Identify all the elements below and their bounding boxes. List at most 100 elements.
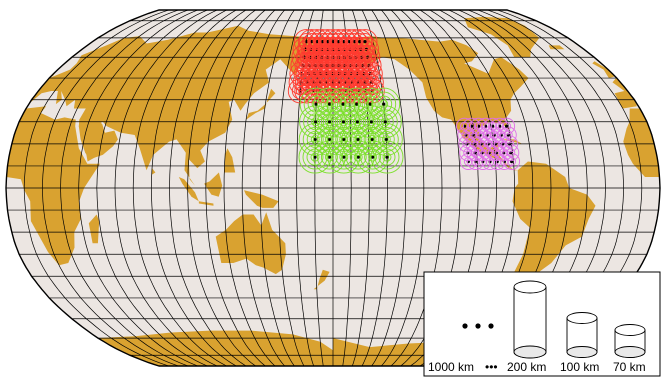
marker-dot (327, 155, 331, 159)
marker-dot (342, 137, 346, 141)
marker-dot (355, 102, 359, 106)
marker-dot (352, 40, 356, 44)
marker-ring (360, 37, 370, 47)
marker-dot (342, 155, 346, 159)
marker-dot (505, 124, 509, 128)
marker-ring (351, 33, 369, 51)
marker-ring (356, 140, 390, 174)
marker-dot (369, 120, 373, 124)
marker-ring (341, 140, 375, 174)
marker-ring (313, 87, 347, 121)
marker-dot (358, 40, 362, 44)
japan-land (246, 88, 276, 120)
legend-label-1000km: 1000 km (428, 360, 474, 374)
marker-ring (379, 99, 389, 109)
madagascar-land (88, 214, 100, 244)
borneo-land (204, 172, 223, 197)
marker-ring (331, 144, 357, 170)
marker-dot (326, 40, 330, 44)
marker-ring (325, 117, 334, 127)
legend-label-200km: 200 km (507, 360, 546, 374)
marker-ring (310, 152, 320, 162)
marker-ring (360, 77, 370, 87)
marker-ring (320, 148, 338, 166)
map-outline (5, 9, 661, 367)
marker-dot (368, 102, 372, 106)
marker-ring (371, 91, 397, 117)
marker-ring (377, 130, 395, 148)
marker-ring (506, 148, 516, 158)
marker-ring (312, 122, 346, 156)
marker-ring (310, 134, 320, 144)
marker-cluster-1 (287, 29, 385, 104)
marker-ring (296, 77, 306, 87)
marker-ring (335, 148, 353, 166)
marker-dot (341, 102, 345, 106)
marker-ring (302, 144, 328, 170)
legend-dots-1000km (462, 323, 494, 329)
marker-dot (315, 40, 319, 44)
graticule (6, 10, 660, 366)
marker-ring (324, 134, 334, 144)
marker-ring (505, 139, 515, 149)
legend-cylinder-70km (614, 324, 646, 358)
marker-ring (368, 152, 378, 162)
marker-ring (499, 126, 517, 144)
marker-ring (367, 86, 377, 96)
marker-ring (367, 87, 401, 121)
legend-cylinder-200km (513, 280, 547, 359)
marker-ring (302, 126, 328, 152)
marker-dot (355, 120, 359, 124)
philippines-land (224, 148, 236, 173)
marker-ring (312, 140, 346, 174)
marker-clusters (287, 29, 521, 174)
marker-ring (378, 148, 396, 166)
marker-ring (326, 87, 360, 121)
marker-dot (314, 102, 318, 106)
sri-lanka-land (151, 168, 156, 175)
marker-ring (502, 121, 512, 131)
marker-dot (342, 40, 346, 44)
marker-ring (369, 122, 403, 156)
marker-dot (370, 137, 374, 141)
marker-dot (320, 40, 324, 44)
marker-ring (349, 148, 367, 166)
marker-ring (339, 152, 349, 162)
marker-ring (367, 134, 377, 144)
legend-label-70km: 70 km (613, 360, 646, 374)
marker-dot (336, 40, 340, 44)
legend-dots-separator: ••• (485, 360, 498, 374)
iceland-land (48, 45, 69, 50)
arabia-land (78, 119, 118, 160)
marker-ring (352, 29, 378, 55)
marker-dot (363, 40, 367, 44)
marker-cluster-2 (298, 87, 404, 174)
marker-ring (364, 148, 382, 166)
marker-dot (313, 155, 317, 159)
marker-dot (331, 40, 335, 44)
marker-ring (352, 117, 362, 127)
australia-land (215, 212, 286, 275)
marker-ring (381, 134, 391, 144)
marker-cluster-3 (456, 117, 521, 170)
north-america-land (349, 36, 529, 171)
marker-ring (339, 117, 348, 127)
sumatra-land (178, 177, 199, 202)
marker-ring (316, 126, 342, 152)
marker-ring (376, 113, 394, 131)
marker-ring (299, 87, 333, 121)
marker-dot (383, 120, 387, 124)
marker-dot (304, 40, 308, 44)
marker-ring (366, 77, 376, 87)
legend-cylinder-100km (566, 312, 598, 358)
marker-dot (327, 137, 331, 141)
marker-dot (347, 40, 351, 44)
marker-ring (365, 99, 375, 109)
marker-ring (353, 152, 363, 162)
new-guinea-land (244, 190, 279, 208)
marker-ring (325, 99, 335, 109)
scale-legend: 1000 km ••• 200 km 100 km 70 km (423, 271, 661, 377)
marker-dot (341, 120, 346, 124)
marker-dot (382, 102, 386, 106)
